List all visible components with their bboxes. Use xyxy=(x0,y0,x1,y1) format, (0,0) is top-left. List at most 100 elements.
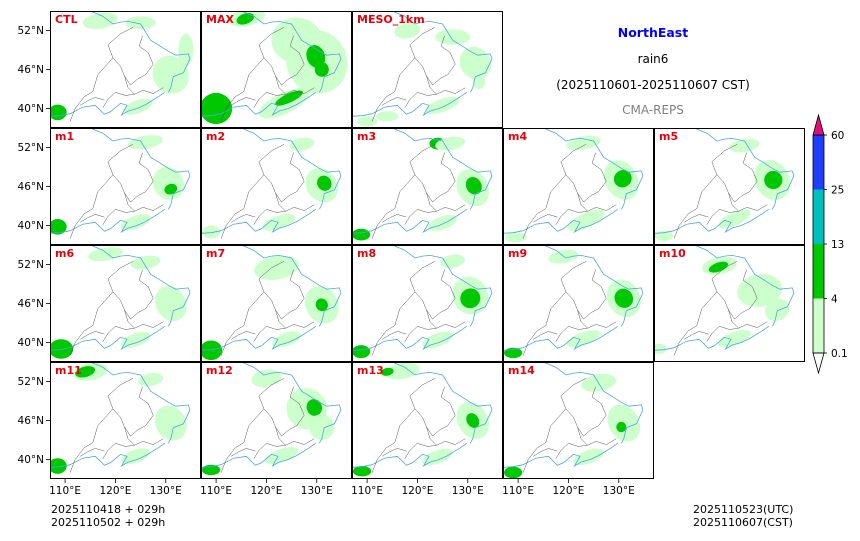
panel-frame xyxy=(352,128,503,245)
province-border xyxy=(80,97,105,106)
rain-area xyxy=(466,413,480,428)
panel-content xyxy=(201,362,342,476)
province-border xyxy=(124,192,164,212)
rain-area xyxy=(317,175,332,191)
coastline xyxy=(392,11,493,93)
rain-area xyxy=(120,214,151,231)
panel-frame xyxy=(352,245,503,362)
panel-m7: m7 xyxy=(201,245,352,362)
province-border xyxy=(124,309,164,329)
province-border xyxy=(728,192,768,212)
rain-area xyxy=(152,166,185,200)
coastline xyxy=(392,362,493,444)
rain-area xyxy=(435,136,466,151)
x-tick-label: 110°E xyxy=(351,485,383,497)
rain-area xyxy=(353,466,372,477)
panel-content xyxy=(654,128,795,242)
rain-area xyxy=(708,261,729,273)
colorbar-label: 4 xyxy=(831,294,838,306)
rain-area xyxy=(262,213,296,231)
panel-label: MAX xyxy=(206,13,234,26)
rain-area xyxy=(654,343,667,355)
rain-area xyxy=(202,464,221,476)
rain-area xyxy=(306,45,326,68)
province-border xyxy=(263,386,305,437)
province-border xyxy=(565,386,607,437)
province-border xyxy=(414,269,456,320)
rain-area xyxy=(718,209,751,229)
rain-area xyxy=(422,448,453,466)
rain-area xyxy=(75,366,96,378)
rain-area xyxy=(352,345,371,359)
rain-area xyxy=(130,255,161,270)
province-border xyxy=(728,309,768,329)
province-border xyxy=(522,261,587,356)
province-border xyxy=(102,209,135,225)
x-tick-label: 130°E xyxy=(150,485,182,497)
coastline xyxy=(241,362,342,444)
province-border xyxy=(673,261,738,356)
rain-area xyxy=(82,12,118,30)
x-tick-label: 120°E xyxy=(401,485,433,497)
coastline xyxy=(654,208,770,234)
rain-area xyxy=(566,330,601,348)
rain-area xyxy=(254,255,299,280)
coastline xyxy=(503,325,619,351)
panel-frame xyxy=(654,128,805,245)
rain-area xyxy=(275,90,303,106)
province-border xyxy=(275,75,315,95)
panel-m4: m4 xyxy=(503,128,654,245)
rain-area xyxy=(125,16,156,30)
rain-area xyxy=(201,92,233,125)
province-border xyxy=(253,443,286,459)
coastline xyxy=(503,442,619,468)
province-border xyxy=(716,152,758,203)
variable-title: rain6 xyxy=(637,52,669,66)
panel-m5: m5 xyxy=(654,128,805,245)
rain-area xyxy=(504,232,527,243)
panel-label: m3 xyxy=(357,130,376,143)
province-border xyxy=(577,192,617,212)
province-border xyxy=(371,261,436,356)
panel-content xyxy=(352,245,493,359)
province-border xyxy=(124,426,164,446)
rain-area xyxy=(138,372,164,387)
rain-area xyxy=(613,169,632,188)
province-border xyxy=(533,331,558,340)
y-tick-label: 46°N xyxy=(18,298,44,310)
panel-frame xyxy=(201,128,352,245)
panel-frame xyxy=(201,245,352,362)
province-border xyxy=(577,309,617,329)
panel-content xyxy=(503,362,644,479)
rain-area xyxy=(309,414,335,440)
panel-m3: m3 xyxy=(352,128,503,245)
coastline xyxy=(392,128,493,210)
rain-area xyxy=(729,138,760,153)
coastline xyxy=(90,11,191,93)
coastline xyxy=(694,245,795,327)
rain-area xyxy=(315,298,328,312)
panel-m2: m2 xyxy=(201,128,352,245)
ticks-layer: 52°N 46°N 40°N 52°N 46°N 40°N 52°N 46°N 40°N 52°N… xyxy=(18,25,635,497)
rain-area xyxy=(121,331,150,348)
province-border xyxy=(69,378,134,473)
coastline xyxy=(352,442,468,468)
coastline xyxy=(201,325,317,351)
panel-m14: m14 xyxy=(503,362,654,479)
rain-area xyxy=(765,299,790,321)
rain-area xyxy=(306,399,323,416)
province-border xyxy=(69,27,134,122)
panel-content xyxy=(352,128,493,241)
y-tick-label: 52°N xyxy=(18,376,44,388)
x-tick-label: 130°E xyxy=(603,485,635,497)
panel-label: m10 xyxy=(659,247,686,260)
province-border xyxy=(684,331,709,340)
province-border xyxy=(253,326,286,342)
province-border xyxy=(577,426,617,446)
panel-frame xyxy=(503,245,654,362)
province-border xyxy=(253,209,286,225)
coastline xyxy=(654,325,770,351)
panel-m1: m1 xyxy=(50,128,201,245)
rain-area xyxy=(504,466,523,479)
province-border xyxy=(371,27,436,122)
